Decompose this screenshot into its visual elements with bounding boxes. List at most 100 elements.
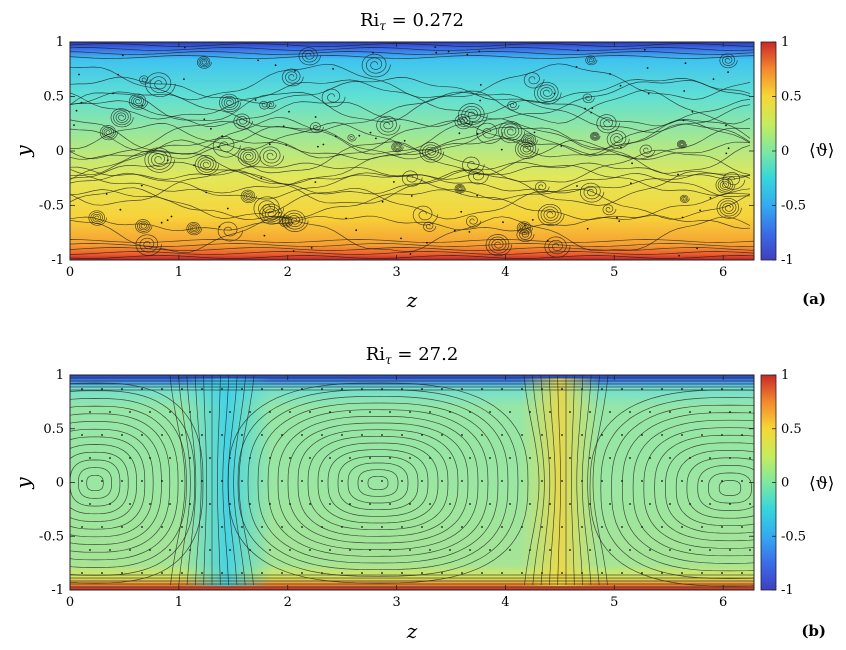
panel-b-colorbar-tick-label: -0.5 bbox=[781, 529, 806, 544]
streamline-arrow bbox=[721, 526, 723, 528]
streamline-arrow bbox=[561, 572, 563, 574]
panel-a-ytick-label: -0.5 bbox=[39, 199, 64, 214]
streamline-arrow bbox=[409, 411, 411, 413]
streamline-arrow bbox=[161, 572, 163, 574]
panel-a-ytick-label: -1 bbox=[51, 253, 64, 268]
streamline-arrow bbox=[701, 480, 703, 482]
panel-a-colorbar-tick-label: 0.5 bbox=[781, 90, 802, 105]
streamline-arrow bbox=[269, 549, 271, 551]
streamline-arrow bbox=[677, 173, 679, 176]
streamline bbox=[70, 251, 754, 255]
streamline-arrow bbox=[229, 457, 231, 459]
streamline bbox=[602, 204, 617, 216]
streamline-arrow bbox=[314, 181, 317, 184]
streamline-arrow bbox=[81, 434, 83, 436]
streamline-arrow bbox=[561, 526, 563, 528]
streamline-arrow bbox=[727, 147, 730, 150]
streamline-arrow bbox=[689, 457, 691, 459]
streamline-arrow bbox=[261, 526, 263, 528]
streamline-arrow bbox=[166, 159, 169, 162]
streamline-arrow bbox=[669, 411, 671, 413]
streamline-arrow bbox=[601, 434, 603, 436]
streamline bbox=[70, 99, 751, 127]
streamline-arrow bbox=[221, 135, 224, 138]
streamline-arrow bbox=[681, 216, 684, 219]
panel-a-xtick-label: 6 bbox=[719, 265, 727, 280]
streamline-arrow bbox=[261, 434, 263, 436]
streamline-arrow bbox=[629, 549, 631, 551]
streamline-arrow bbox=[609, 549, 611, 551]
streamline bbox=[247, 395, 509, 571]
streamline-arrow bbox=[533, 131, 536, 134]
streamline bbox=[327, 449, 429, 517]
streamline-arrow bbox=[701, 526, 703, 528]
panel-a: Riτ = 0.272 0 1 2 3 4 5 610.50-0.5-1 z y 10.50… bbox=[11, 10, 834, 312]
streamline-arrow bbox=[649, 457, 651, 459]
streamline bbox=[70, 162, 751, 180]
streamline-arrow bbox=[541, 572, 543, 574]
panel-b-warm-plume bbox=[520, 378, 600, 586]
streamline bbox=[654, 434, 754, 542]
streamline-arrow bbox=[101, 434, 103, 436]
streamline-arrow bbox=[241, 388, 243, 390]
streamline-arrow bbox=[160, 221, 163, 224]
streamline-arrow bbox=[109, 411, 111, 413]
streamline-arrow bbox=[321, 480, 323, 482]
streamline-arrow bbox=[620, 146, 622, 149]
streamline-arrow bbox=[129, 411, 131, 413]
panel-b-ytick-label: 0 bbox=[56, 476, 64, 491]
streamline-arrow bbox=[561, 434, 563, 436]
panel-a-ylabel: y bbox=[11, 145, 35, 158]
streamline-arrow bbox=[575, 66, 578, 68]
streamline bbox=[70, 398, 187, 568]
streamline-arrow bbox=[268, 143, 271, 146]
streamline-arrow bbox=[725, 152, 728, 155]
streamline bbox=[580, 182, 605, 203]
streamline-arrow bbox=[589, 503, 591, 505]
streamline-arrow bbox=[201, 434, 203, 436]
streamline-arrow bbox=[101, 526, 103, 528]
streamline bbox=[135, 234, 163, 256]
streamline-arrow bbox=[421, 526, 423, 528]
streamline-arrow bbox=[649, 503, 651, 505]
streamline-arrow bbox=[729, 503, 731, 505]
streamline-arrow bbox=[524, 224, 526, 227]
streamline-arrow bbox=[254, 99, 257, 101]
streamline-arrow bbox=[649, 411, 651, 413]
streamline bbox=[376, 115, 401, 136]
streamline-arrow bbox=[479, 99, 482, 102]
streamline bbox=[708, 472, 752, 504]
streamline-arrow bbox=[345, 217, 347, 220]
streamline-arrow bbox=[481, 480, 483, 482]
streamline-arrow bbox=[590, 111, 593, 114]
streamline-arrow bbox=[289, 457, 291, 459]
streamline bbox=[515, 139, 539, 160]
streamline-arrow bbox=[709, 457, 711, 459]
streamline-arrow bbox=[435, 51, 438, 54]
streamline-arrow bbox=[426, 241, 428, 244]
streamline-arrow bbox=[468, 231, 471, 233]
streamline-arrow bbox=[553, 92, 556, 95]
streamline-arrow bbox=[729, 411, 731, 413]
streamline-arrow bbox=[119, 208, 122, 211]
streamline bbox=[70, 79, 751, 120]
panel-b-colorbar-label: ⟨ϑ⟩ bbox=[809, 474, 834, 494]
panel-a-xtick-label: 1 bbox=[175, 265, 183, 280]
streamline bbox=[539, 375, 551, 586]
streamline-arrow bbox=[221, 572, 223, 574]
streamline bbox=[297, 429, 459, 537]
streamline bbox=[259, 100, 271, 110]
streamline bbox=[719, 53, 738, 69]
streamline bbox=[70, 247, 754, 251]
streamline-arrow bbox=[531, 219, 534, 221]
panel-a-ytick-label: 0 bbox=[56, 144, 64, 159]
streamline-arrow bbox=[101, 572, 103, 574]
streamline-arrow bbox=[221, 388, 223, 390]
streamline-arrow bbox=[203, 118, 206, 121]
streamline-arrow bbox=[321, 572, 323, 574]
streamline-arrow bbox=[341, 434, 343, 436]
streamline-arrow bbox=[709, 503, 711, 505]
streamline-arrow bbox=[201, 572, 203, 574]
streamline-arrow bbox=[217, 146, 220, 149]
streamline-arrow bbox=[329, 411, 331, 413]
